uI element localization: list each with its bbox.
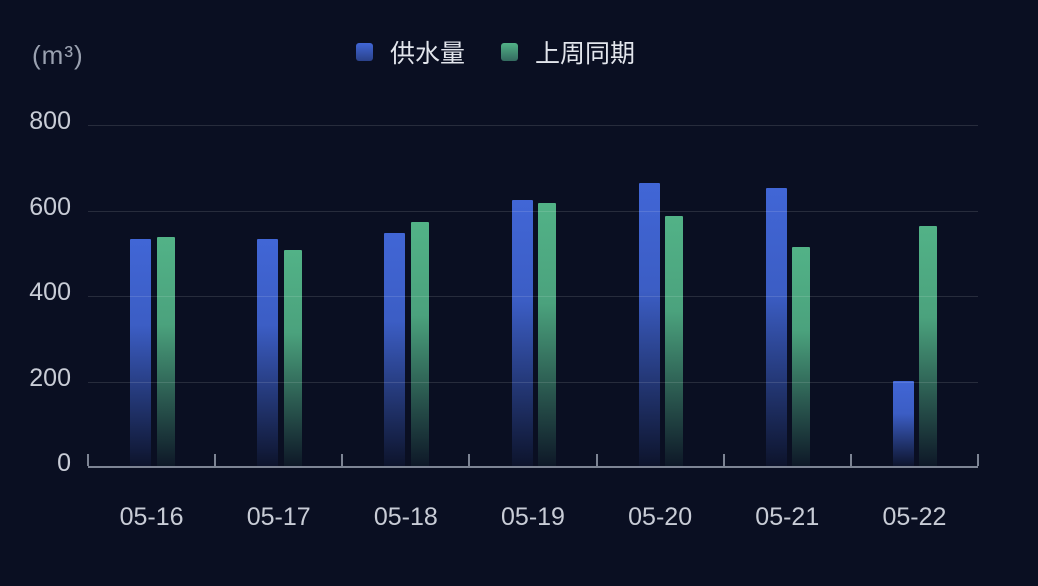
x-axis-tick bbox=[468, 454, 471, 466]
x-axis-tick bbox=[341, 454, 344, 466]
bar-lastweek-05-21[interactable] bbox=[792, 246, 811, 467]
gridline-400 bbox=[88, 296, 978, 297]
y-axis-unit-label: (m³) bbox=[32, 40, 84, 70]
bar-lastweek-05-16[interactable] bbox=[156, 237, 175, 467]
bar-supply-05-22[interactable] bbox=[892, 381, 914, 467]
x-tick-label-05-21: 05-21 bbox=[755, 503, 820, 531]
y-tick-label-0: 0 bbox=[57, 449, 71, 477]
x-tick-label-05-16: 05-16 bbox=[119, 503, 184, 531]
x-axis-tick bbox=[849, 454, 852, 466]
x-tick-label-05-20: 05-20 bbox=[628, 503, 693, 531]
y-tick-label-600: 600 bbox=[29, 192, 71, 221]
chart-legend: 供水量 上周同期 bbox=[356, 34, 635, 70]
x-tick-label-05-18: 05-18 bbox=[373, 503, 438, 531]
legend-swatch-lastweek bbox=[501, 43, 519, 61]
legend-item-supply[interactable]: 供水量 bbox=[356, 34, 465, 70]
bar-lastweek-05-22[interactable] bbox=[919, 225, 938, 467]
y-tick-label-800: 800 bbox=[29, 107, 71, 135]
bar-supply-05-18[interactable] bbox=[384, 233, 406, 467]
x-axis-tick bbox=[214, 454, 217, 466]
gridline-600 bbox=[88, 210, 978, 212]
x-axis-tick bbox=[722, 454, 725, 466]
bar-lastweek-05-18[interactable] bbox=[410, 221, 429, 467]
gridline-800 bbox=[88, 125, 978, 126]
legend-label-supply: 供水量 bbox=[390, 40, 466, 68]
y-tick-label-200: 200 bbox=[29, 363, 71, 392]
bar-supply-05-20[interactable] bbox=[638, 182, 660, 467]
bar-lastweek-05-20[interactable] bbox=[665, 216, 684, 467]
bar-supply-05-17[interactable] bbox=[257, 239, 279, 467]
bar-lastweek-05-19[interactable] bbox=[538, 203, 556, 467]
legend-item-lastweek[interactable]: 上周同期 bbox=[501, 34, 635, 70]
x-axis-tick bbox=[87, 454, 89, 466]
x-axis-tick bbox=[595, 454, 598, 466]
legend-label-lastweek: 上周同期 bbox=[535, 40, 636, 68]
gridline-200 bbox=[88, 381, 978, 383]
x-tick-label-05-22: 05-22 bbox=[882, 503, 947, 531]
x-tick-label-05-17: 05-17 bbox=[246, 503, 311, 531]
legend-swatch-supply bbox=[356, 43, 373, 61]
bar-supply-05-21[interactable] bbox=[765, 188, 787, 467]
bar-supply-05-19[interactable] bbox=[511, 199, 533, 467]
x-tick-label-05-19: 05-19 bbox=[501, 503, 565, 531]
x-axis-tick bbox=[977, 454, 979, 466]
bar-supply-05-16[interactable] bbox=[130, 239, 152, 467]
x-axis-line bbox=[88, 466, 978, 468]
bar-lastweek-05-17[interactable] bbox=[283, 250, 302, 467]
y-tick-label-400: 400 bbox=[29, 278, 71, 306]
